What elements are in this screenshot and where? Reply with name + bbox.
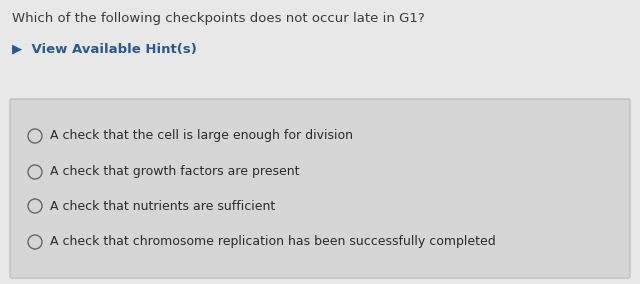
Text: Which of the following checkpoints does not occur late in G1?: Which of the following checkpoints does … [12, 12, 425, 25]
FancyBboxPatch shape [10, 99, 630, 278]
Text: A check that chromosome replication has been successfully completed: A check that chromosome replication has … [50, 235, 496, 248]
Text: A check that the cell is large enough for division: A check that the cell is large enough fo… [50, 130, 353, 143]
Text: A check that nutrients are sufficient: A check that nutrients are sufficient [50, 199, 275, 212]
Text: A check that growth factors are present: A check that growth factors are present [50, 166, 300, 179]
Text: ▶  View Available Hint(s): ▶ View Available Hint(s) [12, 42, 197, 55]
